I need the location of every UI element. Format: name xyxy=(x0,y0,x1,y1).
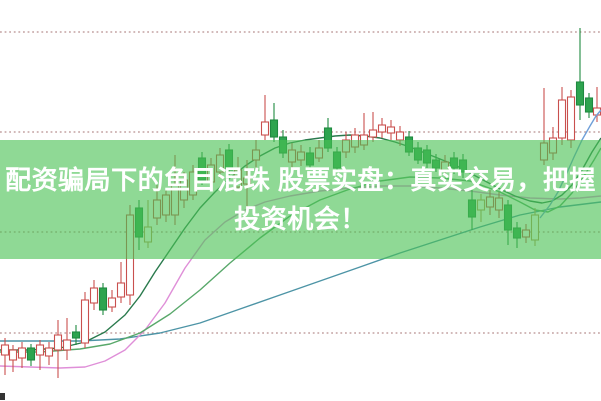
candlestick xyxy=(98,287,108,311)
candlestick xyxy=(377,124,387,133)
fragment-shape xyxy=(0,393,5,400)
candlestick xyxy=(116,282,126,298)
candlestick xyxy=(269,119,279,138)
candlestick xyxy=(26,347,36,361)
headline-banner: 配资骗局下的鱼目混珠 股票实盘：真实交易，把握 投资机会！ xyxy=(0,140,601,259)
candlestick xyxy=(368,129,378,138)
candlestick xyxy=(386,126,396,134)
headline-line-2: 投资机会！ xyxy=(234,203,367,234)
candlestick xyxy=(71,331,81,339)
candlestick xyxy=(260,121,270,136)
candlestick xyxy=(557,99,567,139)
candlestick xyxy=(107,297,117,308)
candlestick xyxy=(584,97,594,113)
candlestick xyxy=(89,287,99,304)
candlestick xyxy=(8,349,18,361)
candlestick xyxy=(35,344,45,356)
candlestick xyxy=(53,334,63,351)
candlestick xyxy=(575,81,585,106)
candlestick xyxy=(395,131,405,141)
candlestick xyxy=(44,347,54,357)
candlestick xyxy=(80,299,90,344)
candlestick xyxy=(0,344,10,356)
candlestick xyxy=(17,347,27,359)
headline-line-1: 配资骗局下的鱼目混珠 股票实盘：真实交易，把握 xyxy=(5,164,596,195)
bottom-left-axis-fragment xyxy=(0,393,5,400)
candlestick xyxy=(566,96,576,141)
candlestick xyxy=(62,339,72,351)
